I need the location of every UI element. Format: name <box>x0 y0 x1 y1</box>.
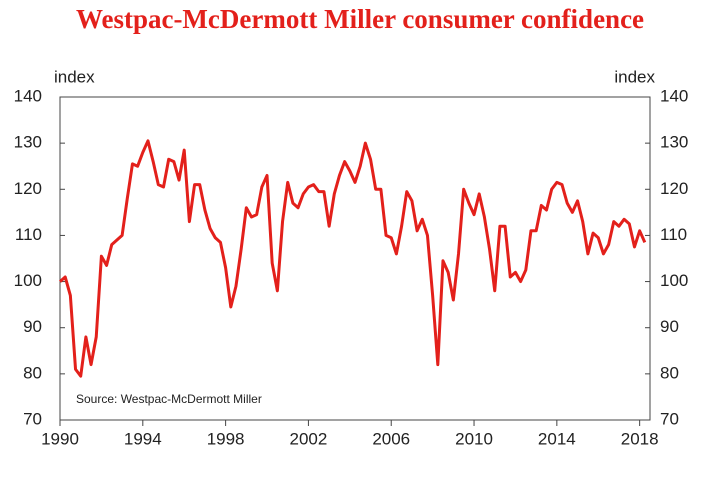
y2-tick-label: 120 <box>660 179 688 198</box>
x-tick-label: 2006 <box>372 429 410 448</box>
chart-title: Westpac-McDermott Miller consumer confid… <box>76 4 644 34</box>
y2-tick-label: 110 <box>660 225 687 244</box>
y2-tick-label: 100 <box>660 271 688 290</box>
x-tick-label: 2002 <box>290 429 328 448</box>
y-tick-label: 80 <box>23 363 42 382</box>
y2-tick-label: 90 <box>660 317 679 336</box>
x-tick-label: 1994 <box>124 429 162 448</box>
y-tick-label: 110 <box>15 225 42 244</box>
y2-tick-label: 70 <box>660 409 679 428</box>
data-line <box>59 139 647 378</box>
y-tick-label: 70 <box>23 409 42 428</box>
y-tick-label: 100 <box>14 271 42 290</box>
x-tick-label: 2018 <box>621 429 659 448</box>
source-note: Source: Westpac-McDermott Miller <box>76 392 262 406</box>
plot-frame <box>59 96 651 421</box>
y2-tick-label: 130 <box>660 133 688 152</box>
y-axis-label: index <box>54 67 95 86</box>
y-tick-label: 120 <box>14 179 42 198</box>
x-tick-label: 1998 <box>207 429 245 448</box>
x-tick-label: 2010 <box>455 429 493 448</box>
y2-tick-label: 140 <box>660 86 688 105</box>
y-tick-label: 90 <box>23 317 42 336</box>
y-tick-label: 140 <box>14 86 42 105</box>
x-tick-label: 1990 <box>41 429 79 448</box>
y2-axis-label: index <box>614 67 655 86</box>
y2-tick-label: 80 <box>660 363 679 382</box>
y-tick-label: 130 <box>14 133 42 152</box>
x-tick-label: 2014 <box>538 429 576 448</box>
